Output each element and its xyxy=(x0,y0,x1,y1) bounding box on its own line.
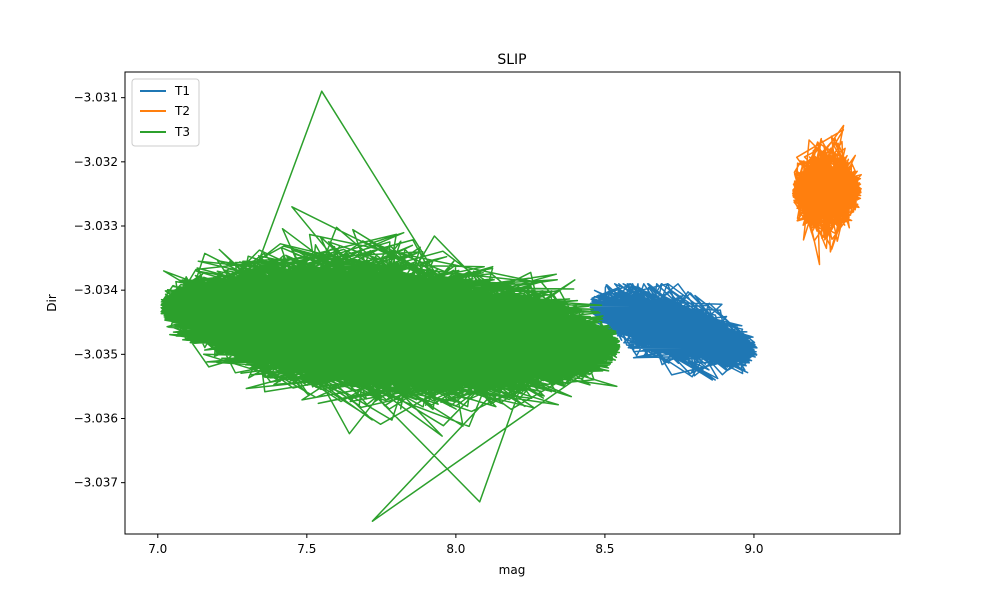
y-tick-label: −3.031 xyxy=(74,91,118,105)
y-tick-label: −3.037 xyxy=(74,476,118,490)
series-line-t2 xyxy=(791,124,862,266)
x-axis: 7.0 7.5 8.0 8.5 9.0 xyxy=(148,534,763,556)
series-layer xyxy=(160,90,862,522)
x-tick-label: 8.0 xyxy=(446,542,465,556)
legend-label-t3: T3 xyxy=(174,125,190,139)
legend: T1 T2 T3 xyxy=(131,78,200,147)
x-tick-label: 7.0 xyxy=(148,542,167,556)
y-tick-label: −3.036 xyxy=(74,412,118,426)
legend-label-t2: T2 xyxy=(174,104,190,118)
y-tick-label: −3.035 xyxy=(74,347,118,361)
plot-frame xyxy=(124,71,901,535)
x-tick-label: 8.5 xyxy=(595,542,614,556)
chart-title: SLIP xyxy=(497,52,526,68)
x-tick-label: 7.5 xyxy=(297,542,316,556)
y-axis: −3.031 −3.032 −3.033 −3.034 −3.035 −3.036 −3.0… xyxy=(74,91,125,490)
y-axis-label: Dir xyxy=(45,294,59,312)
legend-box xyxy=(131,78,200,147)
y-tick-label: −3.034 xyxy=(74,283,118,297)
legend-label-t1: T1 xyxy=(174,84,190,98)
series-line-t1 xyxy=(589,283,758,381)
series-line-t3 xyxy=(160,90,621,522)
x-tick-label: 9.0 xyxy=(744,542,763,556)
y-tick-label: −3.033 xyxy=(74,219,118,233)
y-tick-label: −3.032 xyxy=(74,155,118,169)
x-axis-label: mag xyxy=(499,563,526,577)
